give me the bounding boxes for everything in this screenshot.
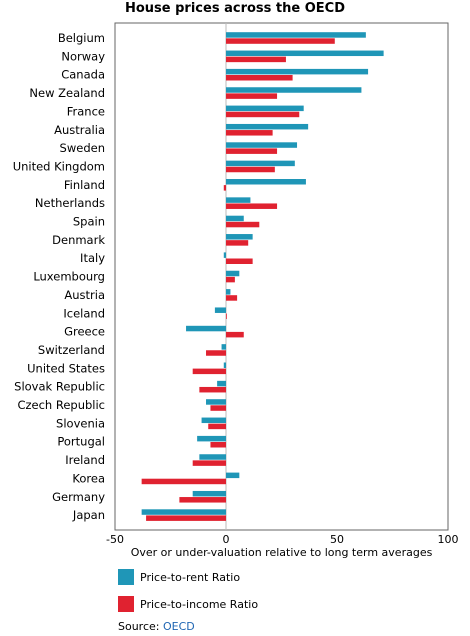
bar-price-to-income-ratio-united-states — [192, 368, 226, 375]
bar-price-to-rent-ratio-ireland — [199, 454, 226, 460]
bar-price-to-income-ratio-austria — [226, 295, 238, 301]
bar-price-to-rent-ratio-luxembourg — [226, 270, 240, 277]
bar-price-to-income-ratio-czech-republic — [210, 405, 226, 411]
category-label-united-states: United States — [27, 361, 105, 375]
bar-price-to-rent-ratio-sweden — [226, 142, 298, 148]
bar-price-to-income-ratio-united-kingdom — [226, 166, 275, 173]
bar-price-to-rent-ratio-germany — [192, 490, 226, 497]
legend-item-price-to-income: Price-to-income Ratio — [118, 596, 258, 612]
bar-price-to-rent-ratio-canada — [226, 68, 369, 75]
plot-area — [114, 22, 449, 531]
category-label-portugal: Portugal — [57, 435, 105, 449]
bar-price-to-rent-ratio-netherlands — [226, 197, 251, 203]
x-tick-label-50: -50 — [106, 533, 124, 545]
bar-price-to-rent-ratio-greece — [186, 325, 226, 332]
bar-price-to-income-ratio-slovak-republic — [199, 386, 226, 393]
bar-price-to-rent-ratio-czech-republic — [206, 399, 226, 405]
bar-price-to-income-ratio-portugal — [210, 442, 226, 448]
bar-price-to-rent-ratio-slovak-republic — [217, 380, 226, 387]
category-label-japan: Japan — [72, 508, 105, 522]
category-label-denmark: Denmark — [52, 233, 105, 247]
category-label-iceland: Iceland — [63, 306, 105, 320]
bar-price-to-income-ratio-ireland — [192, 460, 226, 466]
x-tick-label-0: 0 — [223, 533, 230, 545]
category-label-slovenia: Slovenia — [56, 416, 105, 430]
source-label: Source: — [118, 620, 160, 633]
bar-price-to-rent-ratio-denmark — [226, 234, 253, 240]
bar-price-to-income-ratio-france — [226, 111, 300, 118]
category-label-switzerland: Switzerland — [38, 343, 105, 357]
bar-price-to-income-ratio-iceland — [226, 313, 227, 320]
category-label-belgium: Belgium — [58, 31, 105, 45]
bar-price-to-rent-ratio-japan — [141, 509, 226, 515]
category-label-czech-republic: Czech Republic — [17, 398, 105, 412]
bar-price-to-income-ratio-canada — [226, 75, 293, 81]
category-label-luxembourg: Luxembourg — [33, 270, 105, 284]
source-link[interactable]: OECD — [163, 620, 195, 633]
category-label-spain: Spain — [73, 215, 105, 229]
bar-price-to-rent-ratio-belgium — [226, 32, 366, 38]
category-label-slovak-republic: Slovak Republic — [14, 380, 105, 394]
chart-title: House prices across the OECD — [124, 1, 345, 16]
category-label-canada: Canada — [61, 68, 105, 82]
bar-price-to-rent-ratio-united-states — [223, 362, 226, 368]
bar-chart: Belgium Norway Canada New Zealand France Aust… — [13, 22, 459, 545]
legend-label-price-to-income: Price-to-income Ratio — [140, 597, 259, 611]
bar-price-to-income-ratio-slovenia — [208, 423, 226, 430]
bar-price-to-income-ratio-germany — [179, 497, 226, 503]
bar-price-to-income-ratio-spain — [226, 221, 260, 228]
legend-swatch-price-to-income — [118, 596, 134, 612]
category-label-austria: Austria — [64, 288, 105, 302]
bar-price-to-rent-ratio-austria — [226, 289, 231, 295]
bar-price-to-income-ratio-korea — [141, 478, 226, 485]
bar-price-to-rent-ratio-finland — [226, 179, 306, 185]
bar-price-to-rent-ratio-australia — [226, 123, 309, 130]
bar-price-to-income-ratio-luxembourg — [226, 276, 235, 283]
bar-price-to-rent-ratio-france — [226, 105, 304, 112]
bar-price-to-income-ratio-netherlands — [226, 203, 278, 209]
bar-price-to-rent-ratio-united-kingdom — [226, 160, 295, 167]
category-label-sweden: Sweden — [60, 141, 105, 155]
x-tick-label-50: 50 — [330, 533, 344, 545]
bar-price-to-income-ratio-japan — [146, 515, 226, 521]
bar-price-to-income-ratio-australia — [226, 130, 273, 136]
category-label-germany: Germany — [52, 490, 105, 504]
bar-price-to-income-ratio-greece — [226, 331, 244, 338]
bar-price-to-income-ratio-belgium — [226, 38, 335, 44]
bar-price-to-rent-ratio-switzerland — [221, 344, 226, 350]
bar-price-to-income-ratio-finland — [223, 185, 226, 191]
bar-price-to-income-ratio-new-zealand — [226, 93, 278, 99]
bar-price-to-income-ratio-denmark — [226, 240, 249, 246]
category-label-norway: Norway — [61, 49, 105, 63]
x-axis-title: Over or under-valuation relative to long… — [130, 546, 433, 559]
bar-price-to-rent-ratio-korea — [226, 472, 240, 479]
legend-label-price-to-rent: Price-to-rent Ratio — [140, 570, 241, 584]
category-label-greece: Greece — [64, 325, 105, 339]
source-line: Source: OECD — [118, 620, 195, 633]
category-label-ireland: Ireland — [65, 453, 105, 467]
bar-price-to-rent-ratio-slovenia — [201, 417, 226, 424]
category-label-italy: Italy — [80, 251, 105, 265]
category-label-finland: Finland — [64, 178, 105, 192]
category-label-new-zealand: New Zealand — [29, 86, 105, 100]
bar-price-to-rent-ratio-spain — [226, 215, 244, 222]
bar-price-to-income-ratio-norway — [226, 56, 286, 63]
bar-price-to-income-ratio-italy — [226, 258, 253, 264]
category-label-france: France — [67, 104, 105, 118]
x-tick-label-100: 100 — [438, 533, 459, 545]
legend-swatch-price-to-rent — [118, 569, 134, 585]
category-label-korea: Korea — [72, 471, 105, 485]
bar-price-to-income-ratio-switzerland — [206, 350, 226, 356]
legend-item-price-to-rent: Price-to-rent Ratio — [118, 569, 240, 585]
category-label-united-kingdom: United Kingdom — [13, 159, 105, 173]
bar-price-to-rent-ratio-new-zealand — [226, 87, 362, 93]
bar-price-to-rent-ratio-italy — [223, 252, 226, 258]
category-label-australia: Australia — [54, 123, 105, 137]
bar-price-to-rent-ratio-iceland — [214, 307, 226, 313]
bar-price-to-income-ratio-sweden — [226, 148, 278, 154]
category-label-netherlands: Netherlands — [35, 196, 105, 210]
bar-price-to-rent-ratio-portugal — [197, 435, 226, 442]
bar-price-to-rent-ratio-norway — [226, 50, 384, 57]
